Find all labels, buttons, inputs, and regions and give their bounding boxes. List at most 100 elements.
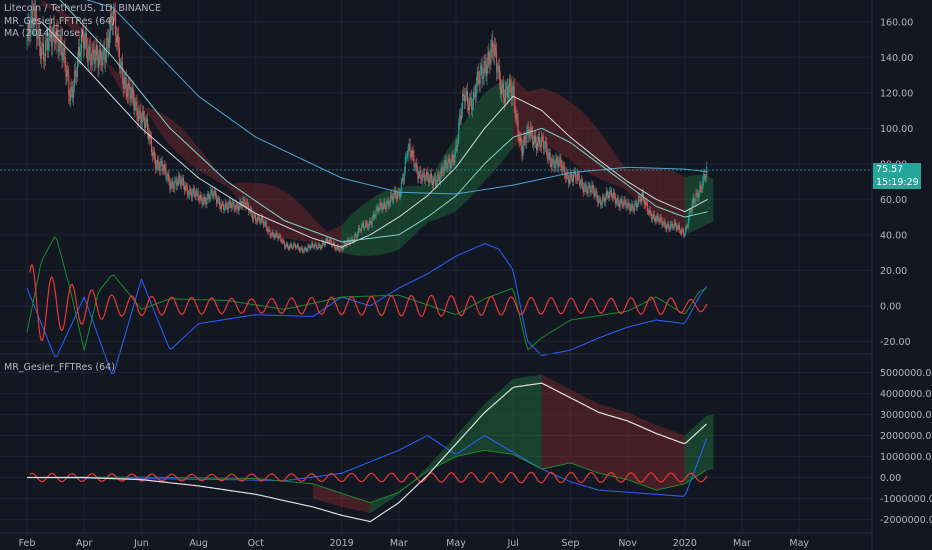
candle-body[interactable] <box>312 243 314 247</box>
candle-body[interactable] <box>517 119 519 138</box>
candle-body[interactable] <box>513 85 515 106</box>
candle-body[interactable] <box>304 248 306 249</box>
candle-body[interactable] <box>180 179 182 186</box>
candle-body[interactable] <box>177 182 179 186</box>
candle-body[interactable] <box>700 185 702 188</box>
candle-body[interactable] <box>489 59 491 65</box>
candle-body[interactable] <box>500 79 502 95</box>
candle-body[interactable] <box>589 185 591 193</box>
candle-body[interactable] <box>662 224 664 226</box>
candle-body[interactable] <box>560 157 562 166</box>
candle-body[interactable] <box>30 16 32 36</box>
candle-body[interactable] <box>491 39 493 49</box>
candle-body[interactable] <box>167 174 169 178</box>
candle-body[interactable] <box>69 95 71 101</box>
candle-body[interactable] <box>450 163 452 169</box>
candle-body[interactable] <box>388 200 390 206</box>
candle-body[interactable] <box>165 168 167 179</box>
candle-body[interactable] <box>82 35 84 49</box>
candle-body[interactable] <box>84 32 86 41</box>
candle-body[interactable] <box>598 199 600 204</box>
candle-body[interactable] <box>139 110 141 112</box>
candle-body[interactable] <box>255 220 257 223</box>
candle-body[interactable] <box>596 190 598 199</box>
candle-body[interactable] <box>453 159 455 163</box>
candle-body[interactable] <box>79 52 81 57</box>
candle-body[interactable] <box>520 136 522 145</box>
candle-body[interactable] <box>155 165 157 170</box>
candle-body[interactable] <box>343 242 345 248</box>
candle-body[interactable] <box>135 101 137 105</box>
candle-body[interactable] <box>77 57 79 77</box>
candle-body[interactable] <box>262 220 264 226</box>
candle-body[interactable] <box>263 223 265 226</box>
candle-body[interactable] <box>213 194 215 197</box>
candle-body[interactable] <box>694 200 696 202</box>
candle-body[interactable] <box>350 239 352 244</box>
candle-body[interactable] <box>380 202 382 206</box>
candle-body[interactable] <box>683 234 685 236</box>
candle-body[interactable] <box>159 162 161 171</box>
candle-body[interactable] <box>310 245 312 249</box>
candle-body[interactable] <box>64 48 66 66</box>
candle-body[interactable] <box>554 165 556 168</box>
candle-body[interactable] <box>323 242 325 245</box>
candle-body[interactable] <box>670 224 672 230</box>
candle-body[interactable] <box>268 228 270 231</box>
candle-body[interactable] <box>436 175 438 184</box>
candle-body[interactable] <box>111 14 113 23</box>
candle-body[interactable] <box>335 247 337 250</box>
candle-body[interactable] <box>619 202 621 208</box>
candle-body[interactable] <box>70 87 72 101</box>
candle-body[interactable] <box>519 136 521 142</box>
candle-body[interactable] <box>144 117 146 128</box>
candle-body[interactable] <box>548 152 550 155</box>
candle-body[interactable] <box>319 244 321 246</box>
candle-body[interactable] <box>147 118 149 132</box>
candle-body[interactable] <box>426 172 428 179</box>
candle-body[interactable] <box>502 83 504 99</box>
candle-body[interactable] <box>216 196 218 203</box>
candle-body[interactable] <box>537 136 539 142</box>
candle-body[interactable] <box>293 243 295 245</box>
candle-body[interactable] <box>277 236 279 239</box>
candle-body[interactable] <box>267 228 269 232</box>
candle-body[interactable] <box>477 71 479 81</box>
candle-body[interactable] <box>32 10 34 27</box>
candle-body[interactable] <box>475 84 477 98</box>
candle-body[interactable] <box>303 248 305 253</box>
candle-body[interactable] <box>401 178 403 181</box>
candle-body[interactable] <box>339 247 341 251</box>
candle-body[interactable] <box>579 184 581 186</box>
candle-body[interactable] <box>665 225 667 230</box>
candle-body[interactable] <box>313 246 315 248</box>
candle-body[interactable] <box>503 98 505 103</box>
candle-body[interactable] <box>668 224 670 229</box>
candle-body[interactable] <box>408 144 410 147</box>
candle-body[interactable] <box>329 239 331 241</box>
candle-body[interactable] <box>42 43 44 48</box>
candle-body[interactable] <box>643 199 645 206</box>
candle-body[interactable] <box>97 54 99 68</box>
candle-body[interactable] <box>648 209 650 214</box>
candle-body[interactable] <box>337 246 339 250</box>
candle-body[interactable] <box>411 150 413 158</box>
candle-body[interactable] <box>143 110 145 118</box>
candle-body[interactable] <box>588 185 590 187</box>
candle-body[interactable] <box>377 207 379 212</box>
candle-body[interactable] <box>672 223 674 228</box>
candle-body[interactable] <box>290 244 292 246</box>
candle-body[interactable] <box>550 162 552 168</box>
candle-body[interactable] <box>117 34 119 48</box>
candle-body[interactable] <box>384 201 386 208</box>
candle-body[interactable] <box>137 115 139 122</box>
candle-body[interactable] <box>446 167 448 169</box>
candle-body[interactable] <box>202 201 204 205</box>
candle-body[interactable] <box>39 29 41 46</box>
candle-body[interactable] <box>188 188 190 196</box>
candle-body[interactable] <box>587 185 589 194</box>
candle-body[interactable] <box>504 88 506 103</box>
candle-body[interactable] <box>331 244 333 246</box>
candle-body[interactable] <box>445 160 447 168</box>
candle-body[interactable] <box>287 243 289 247</box>
